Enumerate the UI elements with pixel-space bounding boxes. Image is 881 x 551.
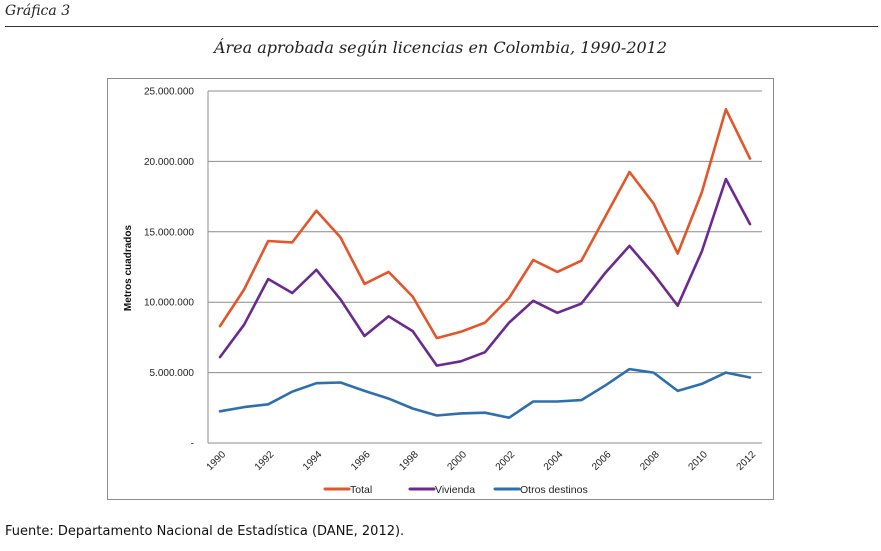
x-tick-label: 1996 bbox=[349, 449, 373, 473]
x-tick-label: 1990 bbox=[205, 449, 229, 473]
x-tick-label: 1998 bbox=[397, 449, 421, 473]
y-tick-label: 25.000.000 bbox=[144, 87, 194, 98]
chart-title: Área aprobada según licencias en Colombi… bbox=[213, 38, 668, 57]
x-tick-label: 2002 bbox=[494, 449, 518, 473]
x-tick-label: 2010 bbox=[686, 449, 710, 473]
source-note: Fuente: Departamento Nacional de Estadís… bbox=[5, 524, 405, 539]
series-line-otros-destinos bbox=[218, 367, 752, 420]
y-tick-label: 10.000.000 bbox=[144, 298, 194, 309]
y-tick-label: - bbox=[191, 439, 194, 450]
top-divider bbox=[5, 26, 878, 27]
series-line-total bbox=[218, 108, 752, 340]
y-tick-labels: - 5.000.000 10.000.000 15.000.000 20.000.000… bbox=[144, 87, 194, 450]
x-tick-label: 1992 bbox=[253, 449, 277, 473]
y-tick-label: 15.000.000 bbox=[144, 227, 194, 238]
x-tick-label: 2012 bbox=[735, 449, 759, 473]
legend-label-total: Total bbox=[350, 484, 372, 496]
x-tick-label: 2000 bbox=[446, 449, 470, 473]
x-tick-labels: 1990 1992 1994 1996 1998 2000 2002 2004 2006 2008… bbox=[205, 449, 759, 473]
y-tick-label: 20.000.000 bbox=[144, 157, 194, 168]
x-tick-label: 2008 bbox=[638, 449, 662, 473]
y-tick-label: 5.000.000 bbox=[150, 368, 195, 379]
x-tick-label: 2004 bbox=[542, 449, 566, 473]
x-tick-label: 1994 bbox=[301, 449, 325, 473]
legend: Total Vivienda Otros destinos bbox=[323, 484, 588, 496]
legend-label-vivienda: Vivienda bbox=[435, 484, 475, 496]
figure-label: Gráfica 3 bbox=[5, 3, 71, 19]
y-axis-title: Metros cuadrados bbox=[123, 224, 134, 311]
legend-label-otros-destinos: Otros destinos bbox=[520, 484, 588, 496]
series-lines bbox=[218, 108, 752, 420]
chart-frame bbox=[107, 78, 774, 500]
series-line-vivienda bbox=[218, 177, 752, 367]
x-tick-label: 2006 bbox=[590, 449, 614, 473]
